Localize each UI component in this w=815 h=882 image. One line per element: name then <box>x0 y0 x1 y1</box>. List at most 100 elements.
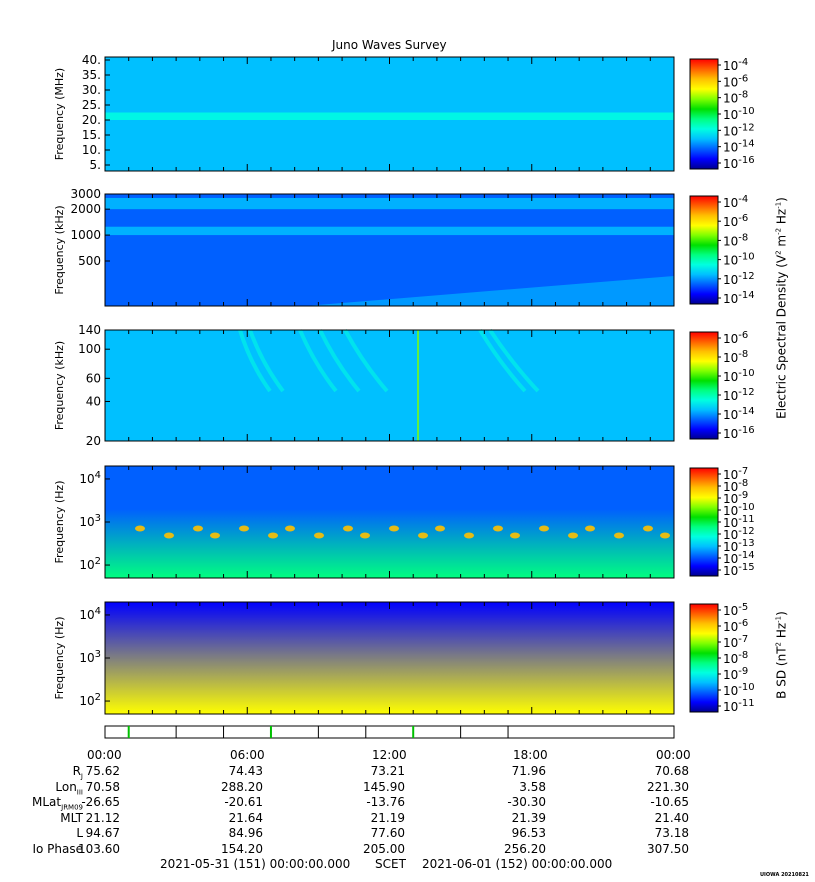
colorbar-label: 10-14 <box>723 550 755 566</box>
ephemeris-value: 94.67 <box>85 826 120 840</box>
emission-spot <box>435 525 445 532</box>
ephemeris-value: 70.58 <box>85 779 120 794</box>
emission-band <box>105 226 674 236</box>
colorbar <box>689 467 719 577</box>
ephemeris-value: 21.19 <box>370 810 405 825</box>
colorbar-label: 10-16 <box>723 155 755 171</box>
ephemeris-value: 84.96 <box>228 826 263 840</box>
emission-band <box>105 197 674 210</box>
colorbar-label: 10-12 <box>723 271 755 287</box>
y-axis-label: Frequency (MHz) <box>53 68 66 160</box>
colorbar-label: 10-15 <box>723 562 755 578</box>
y-tick-label: 140 <box>78 323 101 337</box>
y-tick-label: 40. <box>82 53 101 67</box>
emission-spot <box>585 525 595 532</box>
colorbar-label: 10-10 <box>723 682 755 698</box>
emission-spot <box>135 525 145 532</box>
colorbar-label: 10-6 <box>723 73 748 89</box>
y-tick-label: 102 <box>79 556 101 572</box>
emission-spot <box>268 532 278 539</box>
y-axis-label: Frequency (kHz) <box>53 205 66 294</box>
emission-gradient <box>105 509 674 578</box>
y-axis-label: Frequency (Hz) <box>53 617 66 700</box>
colorbar-label: 10-12 <box>723 387 755 403</box>
y-tick-label: 104 <box>79 470 101 486</box>
y-tick-label: 1000 <box>70 228 101 242</box>
ephemeris-label: LonIII <box>55 779 83 796</box>
ephemeris-value: 73.18 <box>654 826 689 840</box>
radio-burst <box>298 329 338 393</box>
ephemeris-value: 288.20 <box>221 779 263 794</box>
colorbar <box>689 331 719 440</box>
ephemeris-value: 307.50 <box>647 841 689 856</box>
radio-burst <box>343 329 389 393</box>
colorbar <box>689 603 719 713</box>
emission-spot <box>389 525 399 532</box>
colorbar-label: 10-14 <box>723 406 755 422</box>
y-tick-label: 5. <box>90 158 101 172</box>
emission-band <box>105 112 674 120</box>
y-axis-label: Frequency (Hz) <box>53 481 66 564</box>
y-tick-label: 2000 <box>70 202 101 216</box>
emission-spot <box>210 532 220 539</box>
colorbar-label: 10-6 <box>723 618 748 634</box>
emission-spot <box>464 532 474 539</box>
emission-spot <box>360 532 370 539</box>
colorbar <box>689 195 719 305</box>
y-tick-label: 102 <box>79 692 101 708</box>
emission-spot <box>285 525 295 532</box>
magnetic-colorbar-title: B SD (nT2 Hz-1) <box>774 611 789 699</box>
time-tick-label: 12:00 <box>372 748 407 762</box>
ephemeris-value: -13.76 <box>366 795 405 809</box>
chart-title: Juno Waves Survey <box>332 38 447 52</box>
ephemeris-value: 21.39 <box>511 810 546 825</box>
emission-spot <box>643 525 653 532</box>
time-tick-label: 00:00 <box>656 748 691 762</box>
ephemeris-row: MLT 21.12 21.64 21.19 21.39 21.40 <box>0 811 815 826</box>
colorbar-label: 10-10 <box>723 368 755 384</box>
ephemeris-value: 145.90 <box>363 779 405 794</box>
emission-spot <box>418 532 428 539</box>
colorbar-label: 10-8 <box>723 650 748 666</box>
colorbar-label: 10-5 <box>723 602 748 618</box>
footer-scet: SCET <box>375 857 406 871</box>
radio-burst <box>238 329 272 393</box>
colorbar-label: 10-12 <box>723 122 755 138</box>
ephemeris-value: 221.30 <box>647 779 689 794</box>
emission-spot <box>568 532 578 539</box>
emission-spot <box>193 525 203 532</box>
colorbar-label: 10-12 <box>723 526 755 542</box>
colorbar-label: 10-4 <box>723 57 748 73</box>
colorbar-label: 10-7 <box>723 466 748 482</box>
ephemeris-value: 154.20 <box>221 841 263 856</box>
colorbar-label: 10-14 <box>723 139 755 155</box>
colorbar-label: 10-9 <box>723 490 748 506</box>
colorbar-label: 10-10 <box>723 502 755 518</box>
colorbar-label: 10-6 <box>723 213 748 229</box>
colorbar-label: 10-14 <box>723 290 755 306</box>
footer-start: 2021-05-31 (151) 00:00:00.000 <box>160 857 351 871</box>
colorbar-label: 10-8 <box>723 232 748 248</box>
emission-spot <box>493 525 503 532</box>
y-tick-label: 103 <box>79 513 101 529</box>
footer-end: 2021-06-01 (152) 00:00:00.000 <box>422 857 613 871</box>
y-tick-label: 103 <box>79 649 101 665</box>
colorbar-label: 10-11 <box>723 698 755 714</box>
y-tick-label: 15. <box>82 128 101 142</box>
colorbar-label: 10-8 <box>723 90 748 106</box>
ephemeris-value: -26.65 <box>81 795 120 809</box>
ephemeris-value: 21.40 <box>654 810 689 825</box>
y-tick-label: 3000 <box>70 187 101 201</box>
emission-spot <box>314 532 324 539</box>
ephemeris-row: Io Phase 103.60 154.20 205.00 256.20 307.50 <box>0 842 815 857</box>
radio-burst <box>478 328 527 393</box>
colorbar-label: 10-10 <box>723 252 755 268</box>
y-tick-label: 25. <box>82 98 101 112</box>
time-tick-label: 00:00 <box>87 748 122 762</box>
ephemeris-label: L <box>76 826 83 840</box>
panel-electric-audio: 104 103 102 Frequency (Hz) 10-710-810-910-10… <box>53 465 755 579</box>
y-axis-label: Frequency (kHz) <box>53 341 66 430</box>
